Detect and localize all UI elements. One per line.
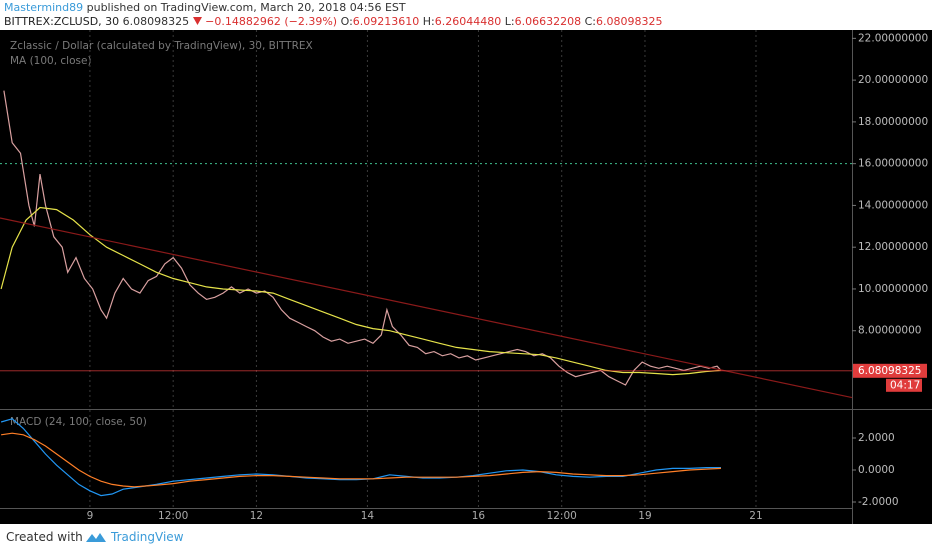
y-tick-label: -2.0000 [858, 496, 899, 508]
series-line [1, 432, 722, 488]
ohlc-label: H: [422, 15, 435, 28]
background [0, 30, 932, 524]
legend-entry: MA (100, close) [10, 55, 92, 67]
symbol: BITTREX:ZCLUSD, 30 [4, 15, 120, 28]
author[interactable]: Mastermind89 [4, 1, 84, 14]
y-tick-label: 8.00000000 [858, 325, 921, 337]
countdown-box [886, 378, 922, 392]
ohlc-label: O: [340, 15, 353, 28]
trendline [0, 217, 853, 399]
logo [86, 533, 106, 542]
header: Mastermind89 published on TradingView.co… [0, 0, 932, 30]
x-tick-label: 12:00 [158, 510, 188, 522]
ohlc-value: 6.26044480 [434, 15, 502, 28]
ohlc-l: L:6.06632208 [505, 15, 581, 28]
ohlc-o: O:6.09213610 [341, 15, 420, 28]
y-tick-label: 16.00000000 [858, 158, 928, 170]
footer: Created with TradingView [0, 524, 932, 550]
ohlc-label: L: [504, 15, 515, 28]
countdown: 04:17 [890, 379, 920, 391]
publish-line: Mastermind89 published on TradingView.co… [4, 1, 406, 14]
pane-title: Zclassic / Dollar (calculated by Trading… [10, 40, 313, 52]
brand[interactable]: TradingView [111, 530, 184, 544]
x-tick-label: 16 [472, 510, 486, 522]
ohlc-value: 6.09213610 [352, 15, 420, 28]
x-tick-label: 12 [250, 510, 263, 522]
x-tick-label: 9 [87, 510, 94, 522]
ohlc-label: C: [584, 15, 596, 28]
x-tick-label: 12:00 [547, 510, 577, 522]
published: published on TradingView.com, March 20, … [86, 1, 406, 14]
y-tick-label: 14.00000000 [858, 199, 928, 211]
ohlc-value: 6.08098325 [595, 15, 663, 28]
change: −0.14882962 (−2.39%) [205, 15, 338, 28]
last: 6.08098325 [122, 15, 190, 28]
pane-legend: MACD (24, 100, close, 50) [10, 416, 147, 428]
y-tick-label: 2.0000 [858, 432, 895, 444]
y-tick-label: 12.00000000 [858, 241, 928, 253]
x-tick-label: 21 [749, 510, 762, 522]
y-tick-label: 0.0000 [858, 464, 895, 476]
created-with: Created with [6, 530, 83, 544]
x-tick-label: 14 [361, 510, 375, 522]
ohlc-value: 6.06632208 [514, 15, 582, 28]
series-line [0, 418, 721, 497]
last-price-label: 6.08098325 [858, 365, 921, 377]
chart: Zclassic / Dollar (calculated by Trading… [0, 30, 932, 524]
y-tick-label: 22.00000000 [858, 32, 928, 44]
y-tick-label: 10.00000000 [858, 283, 928, 295]
series-line [0, 206, 722, 376]
series-line [3, 90, 722, 386]
ohlc-c: C:6.08098325 [585, 15, 663, 28]
last-price-box [853, 363, 927, 378]
y-tick-label: 18.00000000 [858, 116, 928, 128]
down-arrow [192, 17, 202, 25]
x-tick-label: 19 [638, 510, 651, 522]
y-tick-label: 20.00000000 [858, 74, 928, 86]
ohlc-h: H:6.26044480 [423, 15, 501, 28]
quote-line: BITTREX:ZCLUSD, 30 6.08098325 −0.1488296… [4, 15, 662, 28]
